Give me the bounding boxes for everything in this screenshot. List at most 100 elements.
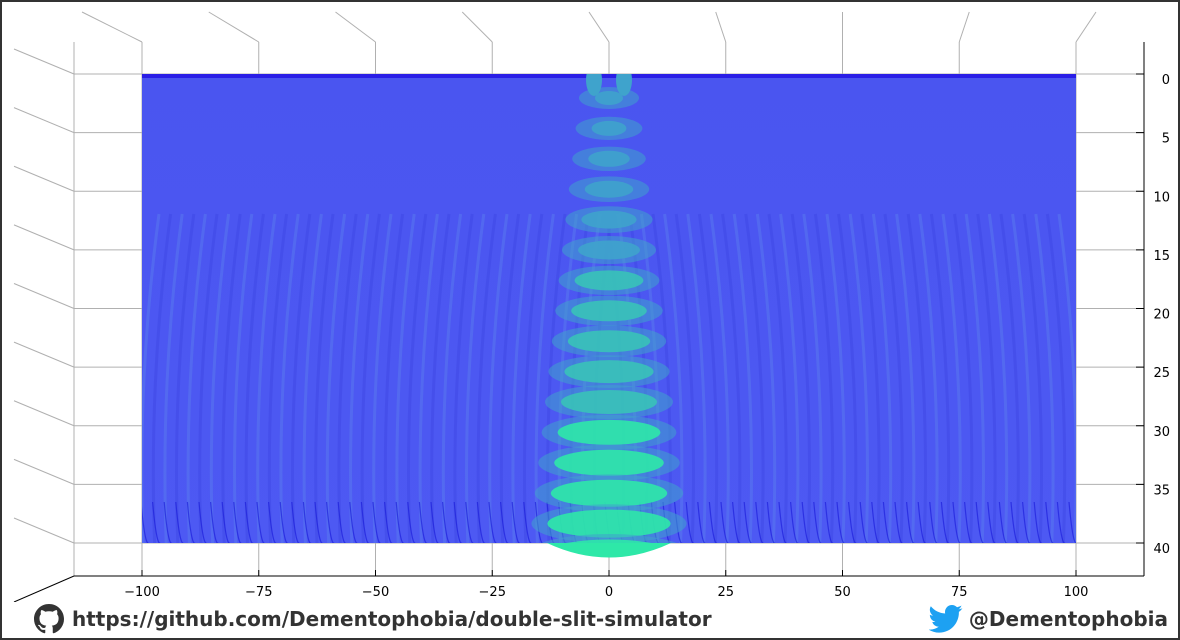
ridge-line: [476, 501, 486, 543]
x-tick-label: −25: [479, 585, 506, 600]
slit-lobe-left: [586, 74, 602, 96]
x-tick-label: 100: [1064, 585, 1089, 600]
fringe-stripe: [175, 213, 196, 543]
x-tick-label: 75: [951, 585, 968, 600]
x-tick-label: −100: [124, 585, 160, 600]
fringe-stripe: [1057, 213, 1076, 543]
band-core: [588, 150, 630, 167]
ridge-line: [326, 501, 336, 543]
y-tick-label: 40: [1153, 542, 1170, 557]
fringe-stripe: [325, 213, 347, 543]
ridge-line: [1068, 501, 1076, 543]
fringe-stripe: [209, 213, 231, 543]
fringe-stripe: [360, 213, 381, 543]
fringe-stripe: [1022, 213, 1043, 543]
grid-line-side: [13, 517, 75, 544]
grid-line-top: [958, 11, 970, 43]
fringe-stripe: [430, 213, 451, 543]
y-tick-label: 30: [1153, 425, 1170, 440]
ridge-line: [395, 501, 405, 543]
fringe-stripe: [499, 213, 521, 543]
band-core: [578, 240, 640, 260]
fringe-stripe: [511, 213, 532, 543]
twitter-credit[interactable]: @Dementophobia: [928, 602, 1168, 636]
fringe-stripe: [349, 213, 370, 543]
fringe-stripe: [453, 213, 474, 543]
grid-line-side: [13, 107, 75, 134]
github-credit[interactable]: https://github.com/Dementophobia/double-…: [34, 602, 712, 636]
x-axis-corner: [13, 575, 75, 602]
fringe-stripe: [767, 213, 788, 543]
fringe-stripe: [418, 213, 439, 543]
ridge-line: [894, 501, 904, 543]
ridge-line: [142, 501, 150, 543]
twitter-handle[interactable]: @Dementophobia: [968, 607, 1168, 631]
ridge-line: [152, 501, 162, 543]
band-core: [595, 91, 623, 105]
ridge-line: [778, 501, 788, 543]
ridge-line: [418, 501, 428, 543]
ridge-line: [511, 501, 521, 543]
ridge-line: [360, 501, 370, 543]
ridge-line: [453, 501, 463, 543]
ridge-line: [708, 501, 718, 543]
ridge-line: [964, 501, 974, 543]
fringe-stripe: [906, 213, 927, 543]
ridge-line: [349, 501, 359, 543]
ridge-line: [987, 501, 997, 543]
x-tick-label: 0: [605, 585, 613, 600]
ridge-line: [848, 501, 858, 543]
fringe-stripe: [953, 213, 974, 543]
ridge-line: [198, 501, 208, 543]
fringe-stripe: [825, 213, 846, 543]
ridge-line: [685, 501, 695, 543]
y-tick-label: 25: [1153, 366, 1170, 381]
ridge-line: [163, 501, 173, 543]
ridge-line: [940, 501, 950, 543]
ridge-line: [465, 501, 475, 543]
ridge-line: [929, 501, 939, 543]
fringe-stripe: [848, 213, 869, 543]
band-core: [584, 180, 634, 198]
bottom-bulge: [547, 543, 671, 558]
ridge-line: [720, 501, 730, 543]
fringe-stripe: [999, 213, 1020, 543]
surface-sheet: [142, 74, 1076, 543]
ridge-line: [836, 501, 846, 543]
ridge-line: [384, 501, 394, 543]
ridge-line: [302, 501, 312, 543]
fringe-stripe: [441, 213, 463, 543]
github-url[interactable]: https://github.com/Dementophobia/double-…: [72, 607, 712, 631]
band-core: [561, 390, 657, 414]
ridge-line: [824, 501, 834, 543]
ridge-line: [917, 501, 927, 543]
fringe-stripe: [476, 213, 497, 543]
fringe-stripe: [663, 213, 684, 543]
band-core: [547, 509, 671, 538]
ridge-line: [801, 501, 811, 543]
y-tick-label: 0: [1162, 73, 1170, 88]
ridge-line: [186, 501, 196, 543]
fringe-stripe: [1045, 213, 1067, 543]
fringe-stripe: [721, 213, 742, 543]
grid-line-top: [715, 11, 727, 43]
grid-line-top: [208, 11, 260, 43]
x-tick-label: −75: [245, 585, 272, 600]
ridge-line: [871, 501, 881, 543]
x-tick-label: 50: [834, 585, 851, 600]
fringe-stripe: [802, 213, 823, 543]
ridge-line: [244, 501, 254, 543]
fringe-stripe: [163, 213, 184, 543]
fringe-stripe: [142, 213, 161, 543]
fringe-stripe: [407, 213, 428, 543]
ridge-line: [442, 501, 452, 543]
fringe-stripe: [976, 213, 997, 543]
ridge-line: [952, 501, 962, 543]
y-tick-label: 10: [1153, 190, 1170, 205]
fringe-stripe: [964, 213, 985, 543]
fringe-stripe: [523, 213, 544, 543]
fringe-stripe: [372, 213, 393, 543]
fringe-stripe: [779, 213, 800, 543]
fringe-stripe: [151, 213, 173, 543]
